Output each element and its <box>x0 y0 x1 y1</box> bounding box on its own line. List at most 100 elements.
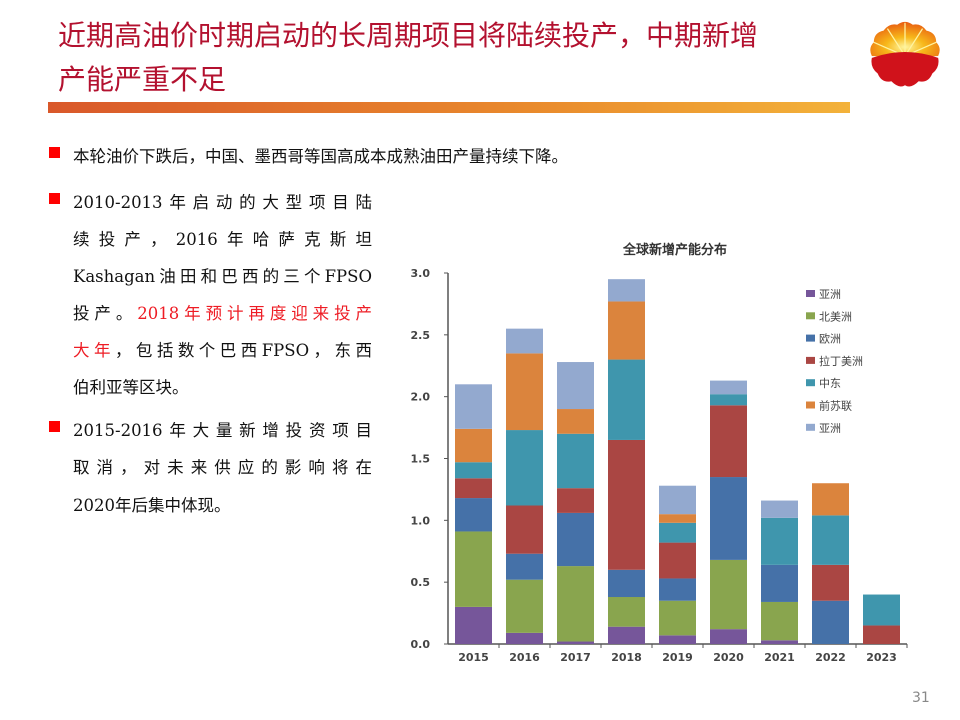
y-tick-label: 0.5 <box>411 576 431 589</box>
bar-segment <box>863 594 900 626</box>
bar-segment <box>557 488 594 513</box>
bar-segment <box>455 462 492 479</box>
bar-segment <box>608 439 645 570</box>
legend-swatch <box>806 379 815 387</box>
bar-segment <box>506 553 543 580</box>
bullet-2-line: Kashagan油田和巴西的三个FPSO <box>73 267 372 286</box>
bar-segment <box>710 559 747 630</box>
bar-segment <box>659 522 696 543</box>
bullet-3-line: 2015-2016年大量新增投资项目 <box>73 421 372 440</box>
bar-segment <box>659 600 696 636</box>
x-tick-label: 2018 <box>611 651 642 664</box>
legend-swatch <box>806 312 815 320</box>
bar-segment <box>659 485 696 515</box>
y-tick-label: 1.5 <box>411 453 431 466</box>
bullet-1-text: 本轮油价下跌后，中国、墨西哥等国高成本成熟油田产量持续下降。 <box>73 147 568 166</box>
bar-segment <box>455 606 492 644</box>
legend-label: 中东 <box>819 377 841 390</box>
bar-segment <box>608 279 645 302</box>
bar-segment <box>455 384 492 429</box>
bar-segment <box>761 601 798 641</box>
title-line-1: 近期高油价时期启动的长周期项目将陆续投产，中期新增 <box>58 19 759 52</box>
chart-title: 全球新增产能分布 <box>622 242 727 258</box>
bullet-2-line: 2010-2013年启动的大型项目陆 <box>73 193 372 212</box>
legend-swatch <box>806 356 815 364</box>
bar-segment <box>506 328 543 354</box>
bullet-2-highlight: 大年 <box>73 341 115 360</box>
bar-segment <box>608 626 645 644</box>
x-tick-label: 2019 <box>662 651 693 664</box>
bar-segment <box>710 477 747 560</box>
legend-swatch <box>806 423 815 431</box>
bullet-2-text: 投产。 <box>73 304 138 323</box>
bar-segment <box>455 498 492 532</box>
legend-swatch <box>806 334 815 342</box>
bar-segment <box>659 542 696 579</box>
x-tick-label: 2017 <box>560 651 591 664</box>
bar-segment <box>608 597 645 627</box>
bar-segment <box>557 566 594 642</box>
bar-segment <box>557 409 594 434</box>
bar-segment <box>761 517 798 565</box>
title-underline-bar <box>48 102 850 113</box>
bullet-marker <box>49 147 60 158</box>
legend-label: 亚洲 <box>819 288 841 301</box>
bullet-3-line: 2020年后集中体现。 <box>73 496 231 515</box>
bar-segment <box>659 635 696 644</box>
y-tick-label: 2.5 <box>411 329 431 342</box>
bullet-3-line: 取消，对未来供应的影响将在 <box>73 458 372 477</box>
legend-swatch <box>806 290 815 297</box>
bar-segment <box>761 500 798 518</box>
bar-segment <box>455 428 492 463</box>
bar-segment <box>608 359 645 440</box>
bar-segment <box>557 641 594 644</box>
x-tick-label: 2023 <box>866 651 897 664</box>
legend-label: 前苏联 <box>819 399 852 413</box>
petrochina-logo <box>870 21 940 87</box>
bar-segment <box>710 405 747 478</box>
x-tick-label: 2015 <box>458 651 489 664</box>
bar-segment <box>506 579 543 633</box>
bar-segment <box>506 353 543 431</box>
legend-label: 亚洲 <box>819 422 841 435</box>
bullet-marker <box>49 421 60 432</box>
y-tick-label: 2.0 <box>411 391 431 404</box>
legend-label: 北美洲 <box>819 310 852 323</box>
bullet-2-line: 大年，包括数个巴西FPSO，东西 <box>73 337 372 361</box>
bar-segment <box>659 578 696 601</box>
bar-segment <box>608 301 645 360</box>
bar-segment <box>761 564 798 602</box>
bar-segment <box>710 380 747 395</box>
x-tick-label: 2016 <box>509 651 540 664</box>
page-number: 31 <box>912 690 930 706</box>
legend-swatch <box>806 401 815 409</box>
x-tick-label: 2022 <box>815 651 846 664</box>
x-tick-label: 2021 <box>764 651 795 664</box>
y-tick-label: 0.0 <box>411 638 431 651</box>
bar-segment <box>506 430 543 506</box>
bar-segment <box>710 629 747 644</box>
x-tick-label: 2020 <box>713 651 744 664</box>
bar-segment <box>608 569 645 598</box>
bar-segment <box>506 505 543 554</box>
bullet-2-line: 续投产，2016年哈萨克斯坦 <box>73 230 372 249</box>
bar-segment <box>812 483 849 516</box>
bar-segment <box>455 478 492 499</box>
bar-segment <box>761 640 798 644</box>
bar-segment <box>812 515 849 565</box>
bar-segment <box>863 625 900 644</box>
bar-segment <box>557 362 594 410</box>
slide-title: 近期高油价时期启动的长周期项目将陆续投产，中期新增 产能严重不足 <box>58 14 878 102</box>
bar-segment <box>506 632 543 644</box>
bar-segment <box>659 514 696 523</box>
y-tick-label: 1.0 <box>411 514 431 527</box>
bullet-2-line: 投产。2018年预计再度迎来投产 <box>73 300 372 324</box>
y-tick-label: 3.0 <box>411 267 431 280</box>
bullet-2-line: 伯利亚等区块。 <box>73 378 189 397</box>
bullet-2-text: ，包括数个巴西FPSO，东西 <box>114 341 372 360</box>
bar-segment <box>455 531 492 607</box>
bar-segment <box>710 394 747 406</box>
bar-segment <box>557 433 594 489</box>
